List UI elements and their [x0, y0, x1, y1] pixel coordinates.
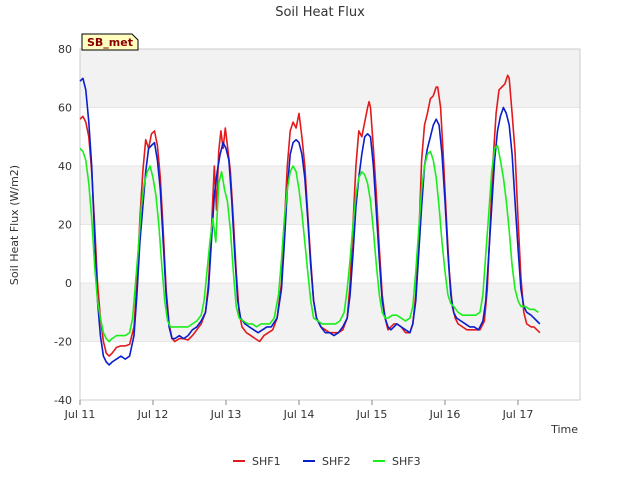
y-axis-label: Soil Heat Flux (W/m2) [8, 165, 21, 285]
plot-band [80, 49, 580, 108]
y-axis-ticks: -40 -20 0 20 40 60 80 [54, 43, 72, 407]
site-badge-text: SB_met [87, 36, 133, 49]
x-axis-ticks: Jul 11 Jul 12 Jul 13 Jul 14 Jul 15 Jul 16 Jul … [64, 400, 534, 421]
x-tick-label: Jul 15 [356, 408, 388, 421]
x-tick-label: Jul 16 [429, 408, 461, 421]
y-tick-label: 20 [58, 219, 72, 232]
x-tick-label: Jul 14 [283, 408, 315, 421]
y-tick-label: 80 [58, 43, 72, 56]
chart-title: Soil Heat Flux [275, 5, 365, 20]
site-badge: SB_met [81, 33, 139, 51]
x-tick-label: Jul 13 [210, 408, 242, 421]
legend-label-shf2: SHF2 [322, 455, 351, 468]
legend-label-shf3: SHF3 [392, 455, 421, 468]
series-lines [79, 74, 541, 366]
series-line-shf2 [79, 77, 541, 366]
series-line-shf3 [79, 144, 539, 343]
y-tick-label: -20 [54, 336, 72, 349]
x-axis-label: Time [550, 423, 578, 436]
site-badge-box [81, 33, 139, 51]
y-tick-label: -40 [54, 394, 72, 407]
x-tick-label: Jul 17 [502, 408, 534, 421]
y-tick-label: 40 [58, 160, 72, 173]
plot-frame [79, 48, 581, 401]
y-tick-label: 0 [65, 277, 72, 290]
y-tick-label: 60 [58, 102, 72, 115]
x-tick-label: Jul 12 [137, 408, 169, 421]
legend: SHF1 SHF2 SHF3 [233, 455, 421, 468]
x-tick-label: Jul 11 [64, 408, 96, 421]
legend-label-shf1: SHF1 [252, 455, 281, 468]
plot-band [80, 166, 580, 225]
plot-bands [80, 49, 580, 342]
